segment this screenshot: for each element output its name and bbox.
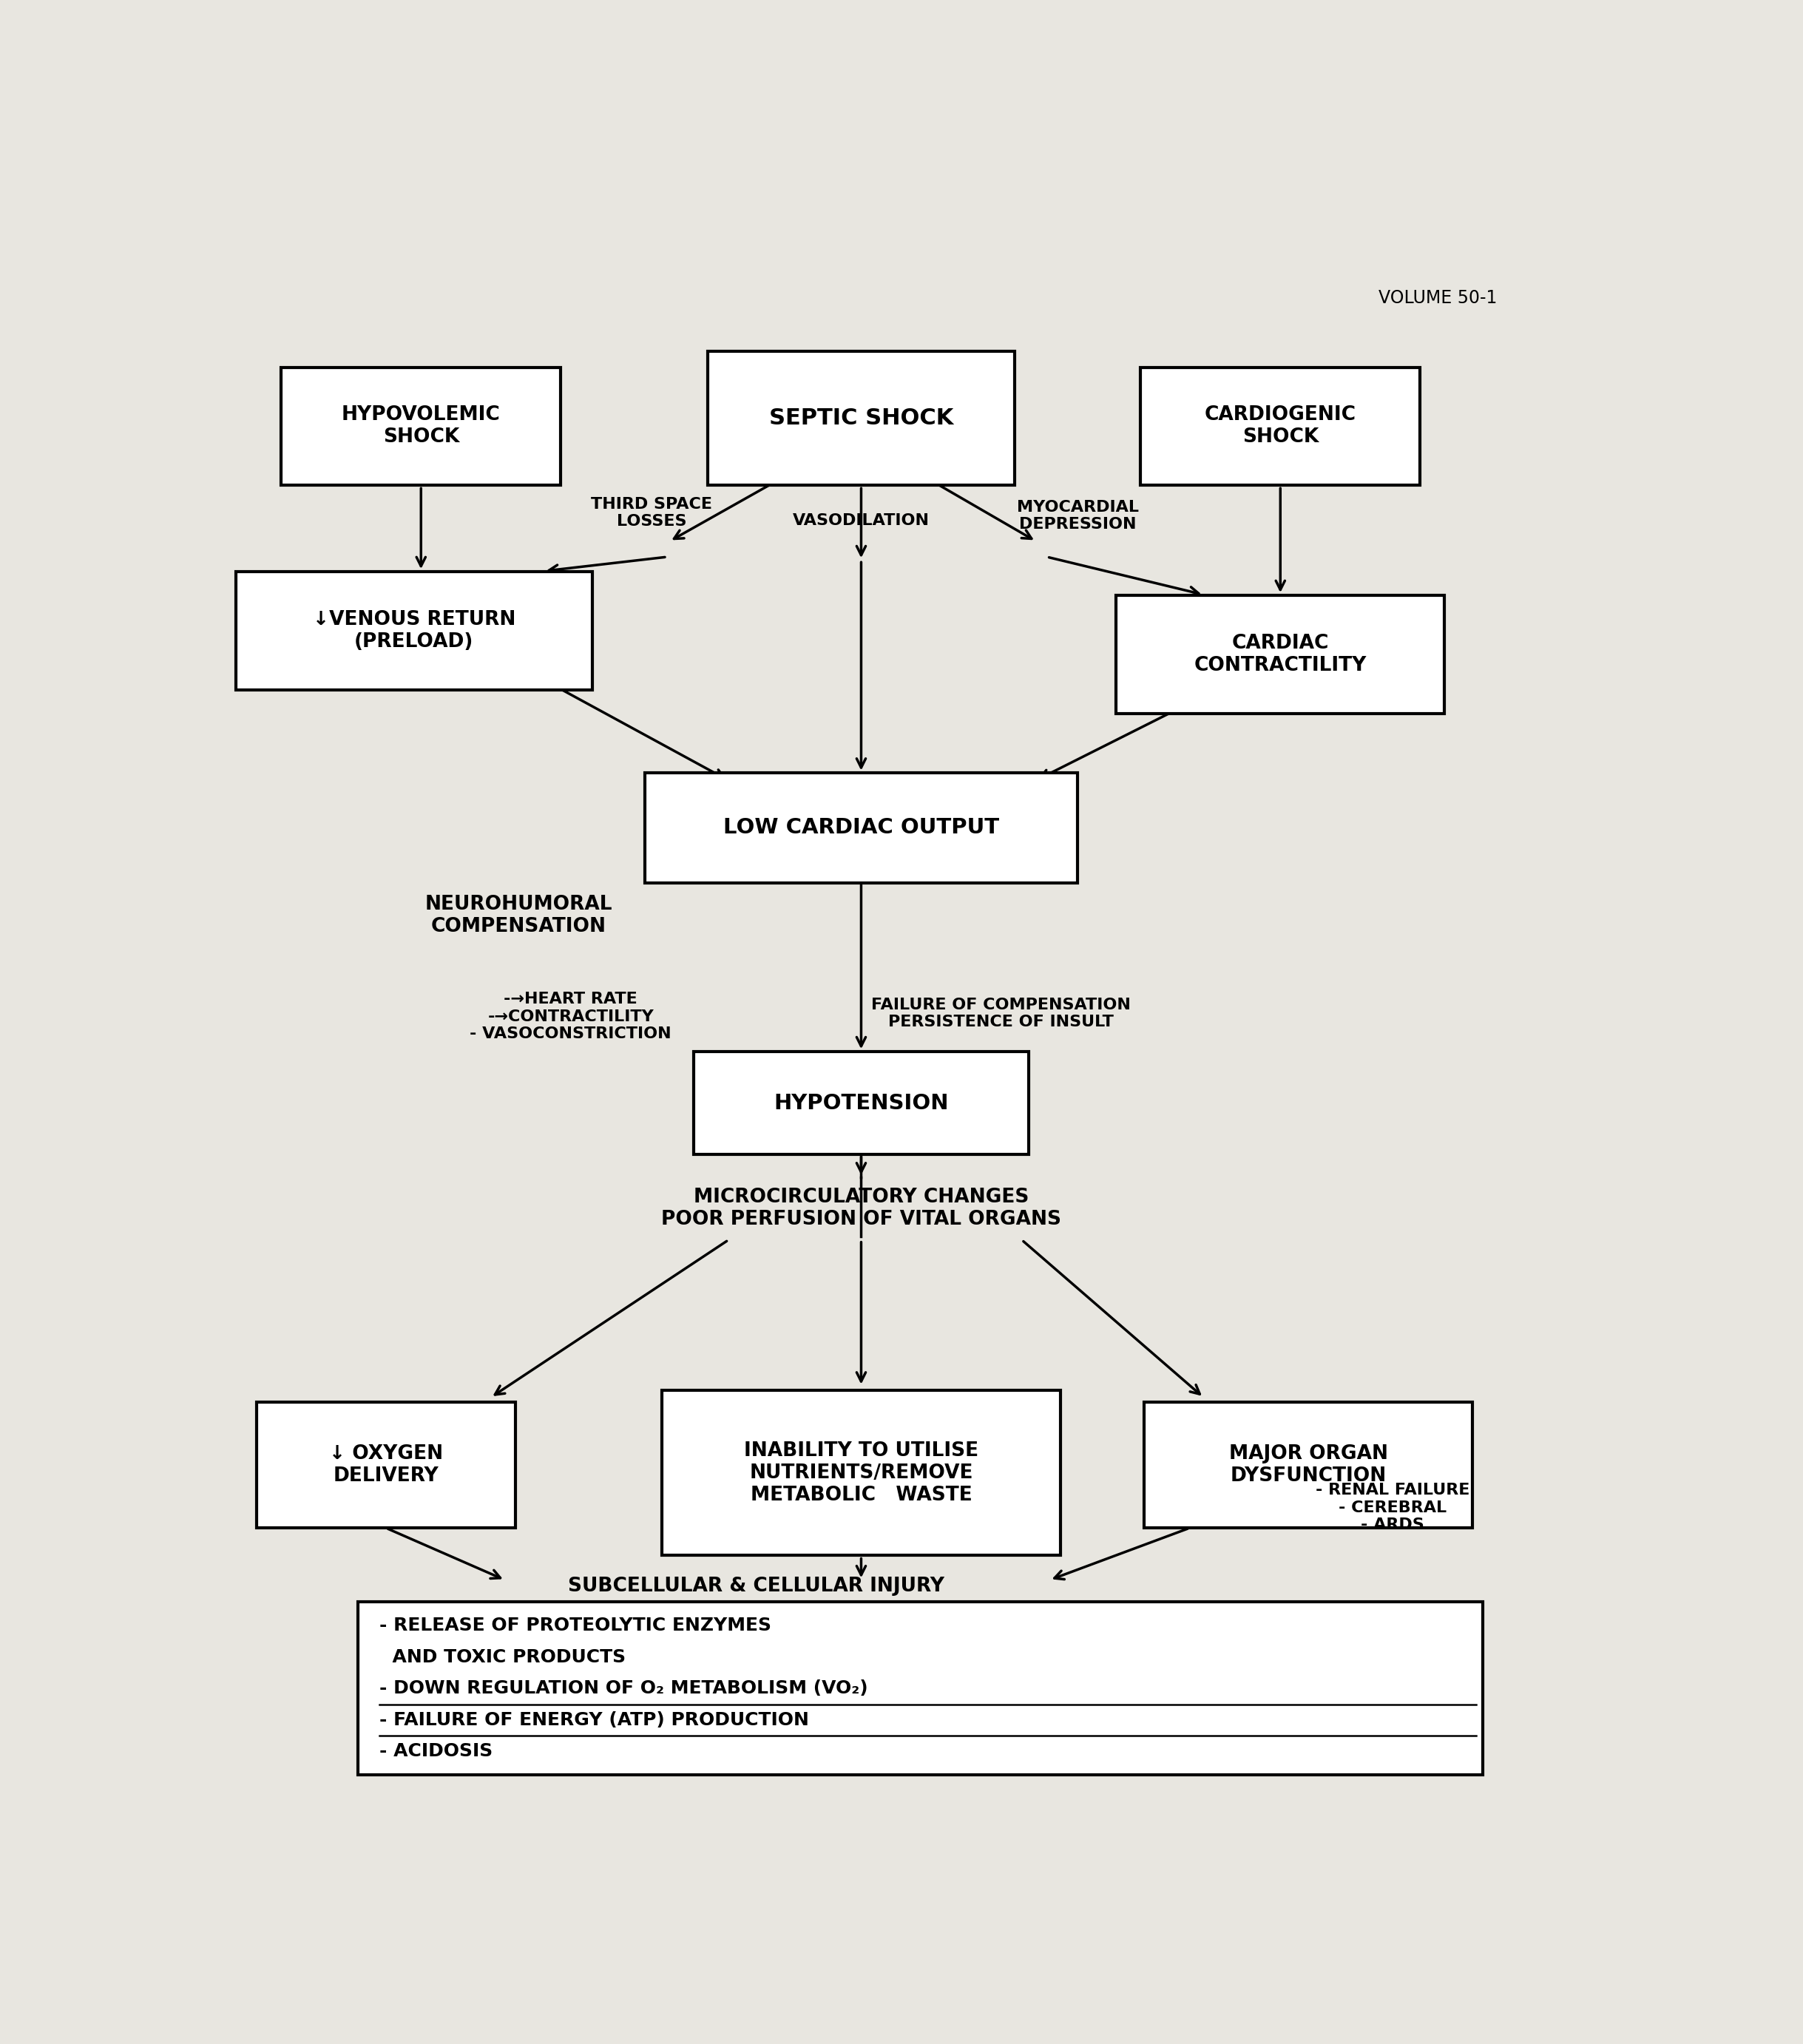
Bar: [707, 352, 1015, 484]
Text: -→HEART RATE
-→CONTRACTILITY
- VASOCONSTRICTION: -→HEART RATE -→CONTRACTILITY - VASOCONST…: [471, 991, 671, 1040]
Text: VASODILATION: VASODILATION: [793, 513, 930, 527]
Bar: [662, 1390, 1060, 1555]
Bar: [645, 773, 1078, 883]
Bar: [694, 1053, 1030, 1155]
Text: ↓ OXYGEN
DELIVERY: ↓ OXYGEN DELIVERY: [330, 1445, 444, 1486]
Bar: [281, 368, 561, 484]
Text: AND TOXIC PRODUCTS: AND TOXIC PRODUCTS: [379, 1647, 626, 1666]
Text: HYPOTENSION: HYPOTENSION: [773, 1094, 948, 1114]
Text: LOW CARDIAC OUTPUT: LOW CARDIAC OUTPUT: [723, 818, 999, 838]
Text: INABILITY TO UTILISE
NUTRIENTS/REMOVE
METABOLIC   WASTE: INABILITY TO UTILISE NUTRIENTS/REMOVE ME…: [745, 1441, 979, 1504]
Bar: [236, 572, 591, 691]
Text: VOLUME 50-1: VOLUME 50-1: [1377, 290, 1496, 307]
Bar: [359, 1602, 1484, 1774]
Text: ↓VENOUS RETURN
(PRELOAD): ↓VENOUS RETURN (PRELOAD): [312, 611, 516, 652]
Bar: [1116, 595, 1444, 713]
Text: THIRD SPACE
LOSSES: THIRD SPACE LOSSES: [591, 497, 712, 529]
Bar: [1145, 1402, 1473, 1529]
Bar: [256, 1402, 516, 1529]
Bar: [1141, 368, 1421, 484]
Text: HYPOVOLEMIC
SHOCK: HYPOVOLEMIC SHOCK: [341, 405, 501, 448]
Text: - RELEASE OF PROTEOLYTIC ENZYMES: - RELEASE OF PROTEOLYTIC ENZYMES: [379, 1617, 772, 1635]
Text: CARDIOGENIC
SHOCK: CARDIOGENIC SHOCK: [1204, 405, 1356, 448]
Text: FAILURE OF COMPENSATION
PERSISTENCE OF INSULT: FAILURE OF COMPENSATION PERSISTENCE OF I…: [871, 997, 1130, 1030]
Text: MAJOR ORGAN
DYSFUNCTION: MAJOR ORGAN DYSFUNCTION: [1230, 1445, 1388, 1486]
Text: - DOWN REGULATION OF O₂ METABOLISM (VO₂): - DOWN REGULATION OF O₂ METABOLISM (VO₂): [379, 1680, 867, 1697]
Text: MICROCIRCULATORY CHANGES
POOR PERFUSION OF VITAL ORGANS: MICROCIRCULATORY CHANGES POOR PERFUSION …: [662, 1188, 1062, 1228]
Text: - RENAL FAILURE
- CEREBRAL
- ARDS: - RENAL FAILURE - CEREBRAL - ARDS: [1316, 1484, 1469, 1533]
Text: SEPTIC SHOCK: SEPTIC SHOCK: [768, 407, 954, 429]
Text: CARDIAC
CONTRACTILITY: CARDIAC CONTRACTILITY: [1194, 634, 1367, 675]
Text: - ACIDOSIS: - ACIDOSIS: [379, 1744, 492, 1760]
Text: NEUROHUMORAL
COMPENSATION: NEUROHUMORAL COMPENSATION: [426, 895, 613, 936]
Text: SUBCELLULAR & CELLULAR INJURY: SUBCELLULAR & CELLULAR INJURY: [568, 1576, 945, 1596]
Text: MYOCARDIAL
DEPRESSION: MYOCARDIAL DEPRESSION: [1017, 501, 1139, 531]
Text: - FAILURE OF ENERGY (ATP) PRODUCTION: - FAILURE OF ENERGY (ATP) PRODUCTION: [379, 1711, 810, 1729]
